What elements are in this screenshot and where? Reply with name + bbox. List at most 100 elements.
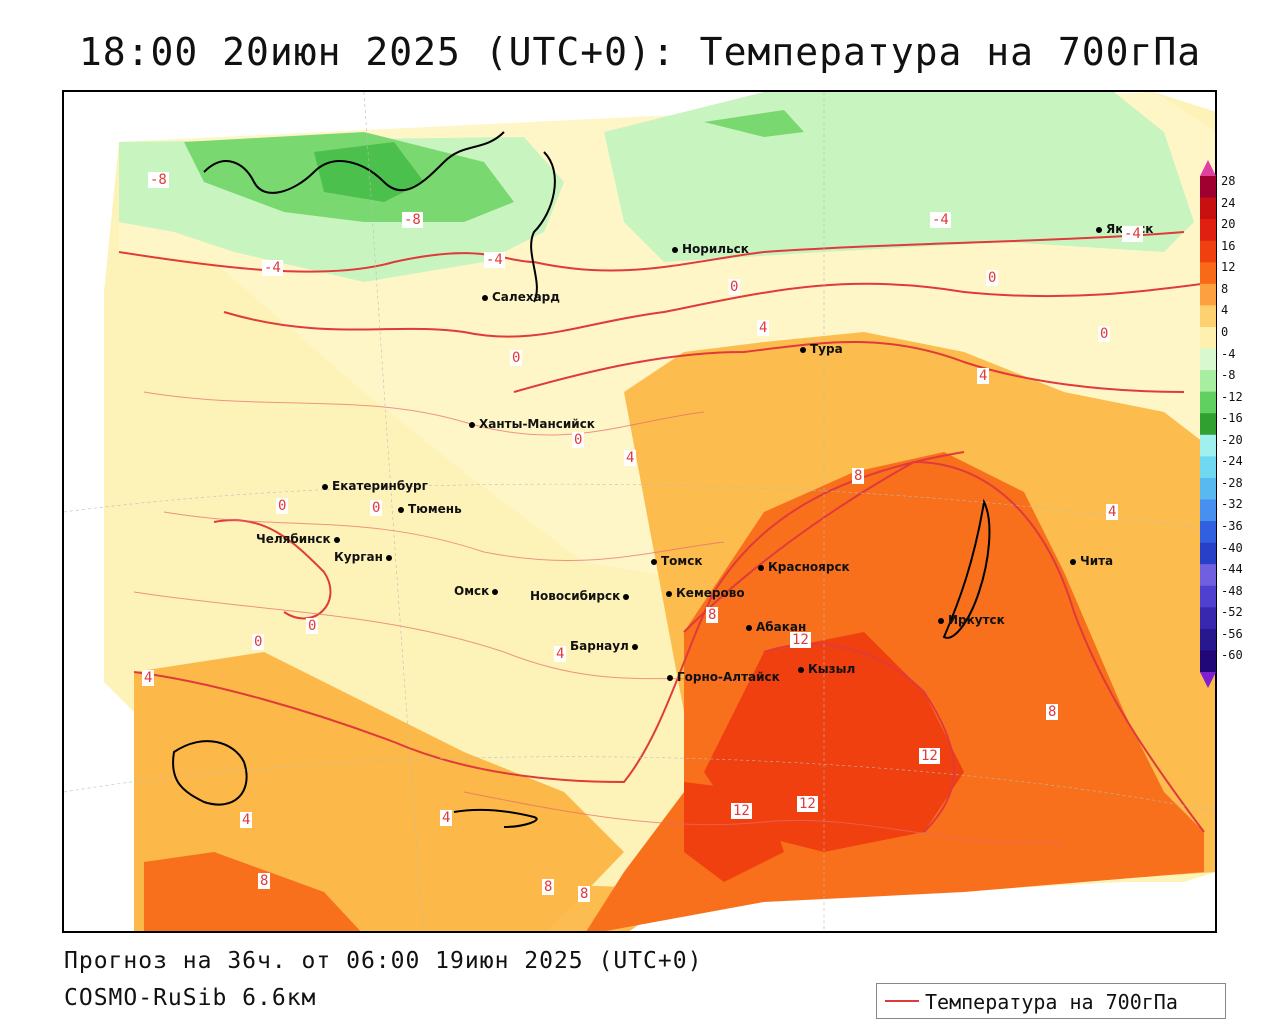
contour-label: 0: [572, 432, 585, 448]
colorbar-swatch: [1200, 176, 1216, 199]
city-omsk: Омск: [454, 584, 502, 598]
contour-label: 8: [1046, 704, 1059, 720]
city-novosibirsk: Новосибирск: [530, 589, 633, 603]
contour-label: -4: [1122, 226, 1143, 242]
contour-label: -4: [930, 212, 951, 228]
temperature-map: Якутск Норильск Салехард Тура Ханты-Манс…: [62, 90, 1217, 933]
legend-line-swatch: [885, 1000, 919, 1002]
city-yekaterinburg: Екатеринбург: [322, 479, 428, 493]
contour-label: 4: [624, 450, 637, 466]
colorbar-tick-label: 16: [1221, 238, 1236, 253]
colorbar-swatch: [1200, 456, 1216, 479]
colorbar-tick-label: -28: [1221, 475, 1243, 490]
contour-label: -8: [402, 212, 423, 228]
colorbar-tick-label: -36: [1221, 519, 1243, 534]
colorbar-tick-label: -4: [1221, 346, 1236, 361]
contour-label: 4: [142, 670, 155, 686]
colorbar-tick-label: 24: [1221, 195, 1236, 210]
city-chita: Чита: [1070, 554, 1113, 568]
colorbar-swatch: [1200, 240, 1216, 263]
colorbar-tick-label: 28: [1221, 174, 1236, 188]
contour-label: 8: [706, 607, 719, 623]
contour-label: -4: [484, 252, 505, 268]
colorbar-tick-label: -52: [1221, 605, 1243, 620]
colorbar-swatch: [1200, 219, 1216, 242]
colorbar-tick-label: 8: [1221, 281, 1229, 296]
city-barnaul: Барнаул: [570, 639, 642, 653]
colorbar-swatch: [1200, 585, 1216, 608]
city-gorno-altaysk: Горно-Алтайск: [667, 670, 780, 684]
colorbar-top-arrow: [1200, 160, 1216, 176]
colorbar-tick-label: -20: [1221, 432, 1243, 447]
colorbar-tick-label: -12: [1221, 389, 1243, 404]
colorbar-tick-label: -56: [1221, 626, 1243, 641]
colorbar-tick-label: 4: [1221, 303, 1229, 318]
legend-box: Температура на 700гПа: [876, 983, 1226, 1019]
map-title: 18:00 20июн 2025 (UTC+0): Температура на…: [78, 30, 1202, 74]
colorbar-swatch: [1200, 628, 1216, 651]
city-norilsk: Норильск: [672, 242, 749, 256]
colorbar: [1200, 160, 1216, 688]
colorbar-tick-label: -32: [1221, 497, 1243, 512]
contour-label: 4: [1106, 504, 1119, 520]
contour-label: 8: [578, 886, 591, 902]
colorbar-tick-label: 20: [1221, 217, 1236, 232]
map-fill-layer: [64, 92, 1215, 931]
colorbar-swatch: [1200, 326, 1216, 350]
colorbar-swatch: [1200, 521, 1216, 544]
contour-label: 0: [1098, 326, 1111, 342]
colorbar-tick-label: 0: [1221, 324, 1229, 339]
city-salekhard: Салехард: [482, 290, 560, 304]
colorbar-swatch: [1200, 564, 1216, 587]
colorbar-swatch: [1200, 542, 1216, 565]
contour-label: 12: [790, 632, 811, 648]
legend-label: Температура на 700гПа: [925, 990, 1178, 1014]
contour-label: -4: [262, 260, 283, 276]
city-tyumen: Тюмень: [398, 502, 462, 516]
colorbar-swatch: [1200, 370, 1216, 393]
contour-label: 0: [306, 618, 319, 634]
city-irkutsk: Иркутск: [938, 613, 1005, 627]
city-khanty-mansiysk: Ханты-Мансийск: [469, 417, 595, 431]
contour-label: 0: [276, 498, 289, 514]
colorbar-tick-label: -16: [1221, 411, 1243, 426]
forecast-info: Прогноз на 36ч. от 06:00 19июн 2025 (UTC…: [64, 948, 703, 974]
city-tomsk: Томск: [651, 554, 703, 568]
contour-label: 8: [852, 468, 865, 484]
contour-label: -8: [148, 172, 169, 188]
contour-label: 4: [757, 320, 770, 336]
contour-label: 4: [977, 368, 990, 384]
contour-label: 8: [258, 873, 271, 889]
contour-label: 0: [986, 270, 999, 286]
colorbar-tick-label: -40: [1221, 540, 1243, 555]
contour-label: 4: [440, 810, 453, 826]
colorbar-swatch: [1200, 499, 1216, 522]
colorbar-tick-label: -44: [1221, 562, 1243, 577]
colorbar-swatch: [1200, 262, 1216, 285]
colorbar-tick-label: -8: [1221, 368, 1236, 383]
contour-label: 0: [370, 500, 383, 516]
city-kemerovo: Кемерово: [666, 586, 745, 600]
city-kurgan: Курган: [334, 550, 396, 564]
colorbar-tick-label: -60: [1221, 648, 1243, 663]
colorbar-swatch: [1200, 607, 1216, 630]
city-chelyabinsk: Челябинск: [256, 532, 344, 546]
contour-label: 8: [542, 879, 555, 895]
colorbar-bottom-arrow: [1200, 672, 1216, 688]
city-krasnoyarsk: Красноярск: [758, 560, 850, 574]
contour-label: 0: [252, 634, 265, 650]
contour-label: 12: [919, 748, 940, 764]
contour-label: 4: [554, 646, 567, 662]
colorbar-tick-label: -24: [1221, 454, 1243, 469]
colorbar-tick-label: -48: [1221, 583, 1243, 598]
model-name: COSMO-RuSib 6.6км: [64, 985, 317, 1011]
colorbar-swatch: [1200, 391, 1216, 414]
colorbar-tick-label: 12: [1221, 260, 1236, 275]
colorbar-swatch: [1200, 197, 1216, 220]
contour-label: 12: [731, 803, 752, 819]
contour-label: 0: [728, 279, 741, 295]
colorbar-swatch: [1200, 283, 1216, 306]
colorbar-swatch: [1200, 477, 1216, 500]
city-abakan: Абакан: [746, 620, 806, 634]
contour-label: 4: [240, 812, 253, 828]
